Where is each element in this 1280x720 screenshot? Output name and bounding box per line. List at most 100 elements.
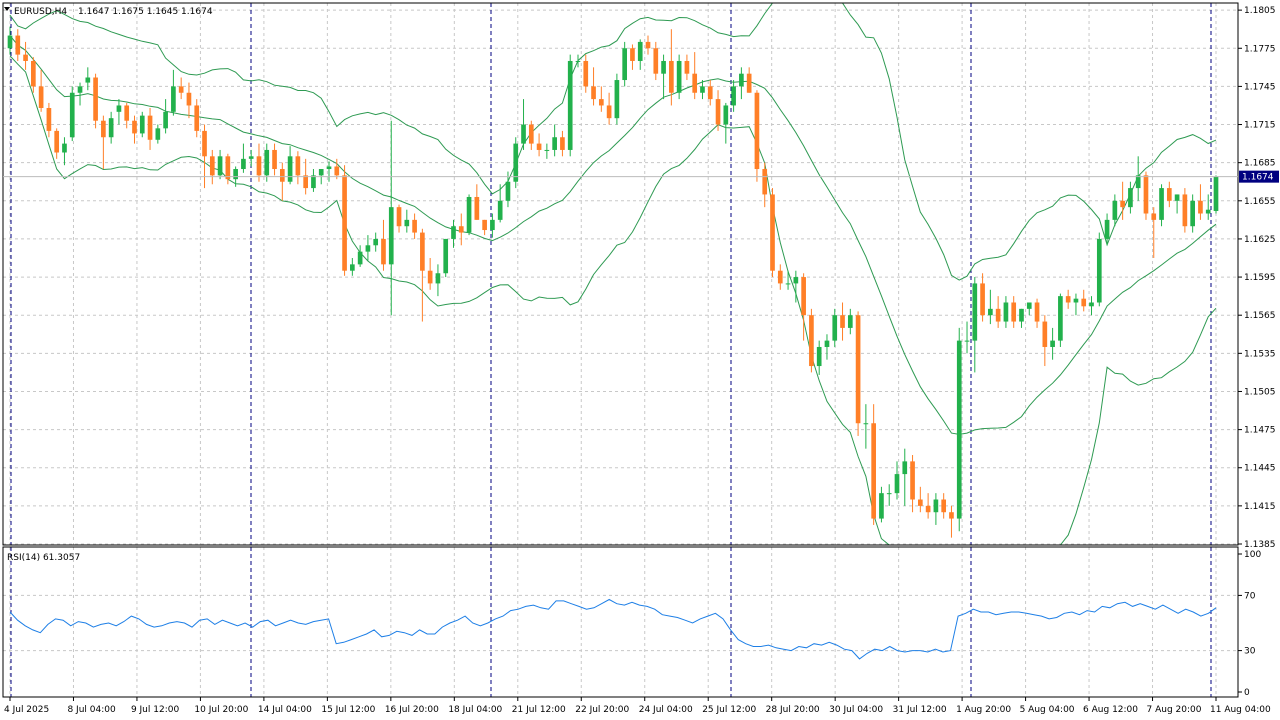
candle (801, 273, 806, 341)
ohlc-readout: 1.1647 1.1675 1.1645 1.1674 (78, 7, 213, 17)
time-tick-label: 30 Jul 04:00 (829, 705, 883, 715)
candle-body (560, 137, 565, 150)
candle-body (1042, 321, 1048, 347)
candle (1198, 184, 1203, 220)
candle (824, 334, 830, 360)
candle (1205, 194, 1211, 220)
candle-body (606, 105, 612, 119)
price-tick-label: 1.1535 (1244, 349, 1276, 359)
candle (1081, 289, 1087, 312)
time-tick-label: 15 Jul 12:00 (321, 705, 375, 715)
candle-body (155, 128, 161, 140)
candle (163, 99, 168, 134)
candle (1019, 308, 1024, 328)
candle (964, 321, 970, 354)
candle-body (350, 264, 355, 271)
candle (521, 99, 526, 150)
candle (1135, 156, 1141, 201)
price-tick-label: 1.1655 (1244, 197, 1276, 207)
candle-body (85, 77, 91, 83)
candle-body (995, 308, 1001, 322)
candle-body (614, 80, 620, 119)
candle-body (62, 143, 67, 153)
candle-body (1050, 340, 1055, 347)
price-tick-label: 1.1775 (1244, 44, 1276, 54)
candle-body (715, 99, 721, 125)
candle-body (497, 200, 503, 220)
candle-body (1065, 296, 1071, 303)
candle (420, 228, 425, 322)
candle-body (443, 238, 449, 274)
candle (7, 26, 13, 55)
time-tick-label: 28 Jul 20:00 (766, 705, 820, 715)
candle (513, 137, 519, 189)
candle-body (630, 48, 635, 61)
candle-body (902, 461, 908, 475)
candle (1120, 181, 1125, 220)
price-tick-label: 1.1625 (1244, 235, 1276, 245)
rsi-tick-label: 0 (1244, 688, 1250, 698)
candle (178, 77, 184, 100)
candle (1174, 194, 1180, 214)
candle-body (77, 86, 83, 93)
candle (62, 137, 67, 166)
candle-body (692, 73, 698, 93)
candle (630, 44, 635, 70)
candle (598, 86, 604, 112)
candle (762, 162, 768, 208)
candle-body (676, 60, 682, 93)
candle (956, 327, 962, 532)
candle-body (279, 169, 285, 182)
candle (116, 99, 122, 125)
candle (381, 219, 386, 271)
candle (93, 73, 98, 129)
candle (770, 188, 775, 278)
candle-body (964, 340, 970, 342)
candle (171, 69, 176, 116)
candle (334, 158, 340, 180)
candle-body (334, 166, 340, 176)
candle (458, 213, 464, 246)
candle (373, 232, 379, 252)
candle (544, 143, 550, 159)
rsi-line (9, 598, 1217, 660)
candle (412, 213, 417, 239)
candle-body (1143, 175, 1149, 214)
collapse-triangle-icon[interactable] (4, 7, 10, 11)
candle (676, 54, 682, 100)
candle-body (1003, 302, 1009, 322)
candle (77, 82, 83, 106)
candle-body (132, 120, 137, 134)
candle-body (513, 143, 519, 182)
candle (264, 143, 270, 182)
candle-body (669, 60, 674, 93)
price-tick-label: 1.1595 (1244, 273, 1276, 283)
candle (918, 486, 923, 513)
rsi-series (9, 598, 1217, 660)
bollinger-lower-band (9, 55, 1217, 546)
candle (427, 257, 433, 290)
candle-body (233, 169, 238, 180)
candle (202, 124, 207, 189)
candle (69, 86, 75, 142)
candle-body (591, 86, 596, 100)
candle-body (1151, 213, 1157, 220)
candle (902, 448, 908, 506)
candle (451, 219, 456, 248)
rsi-pane-frame (2, 546, 1239, 698)
candle-body (637, 41, 643, 61)
candle (1042, 315, 1048, 367)
candle-body (1096, 238, 1102, 303)
candle (388, 120, 394, 316)
candle-body (949, 512, 954, 519)
candle-body (69, 92, 75, 138)
candle (155, 124, 161, 144)
candle (404, 209, 410, 233)
candle-body (894, 474, 900, 494)
candle (497, 184, 503, 223)
candle-body (342, 175, 347, 271)
candle-body (1058, 296, 1063, 341)
candle (591, 67, 596, 106)
time-tick-label: 6 Aug 12:00 (1083, 705, 1138, 715)
